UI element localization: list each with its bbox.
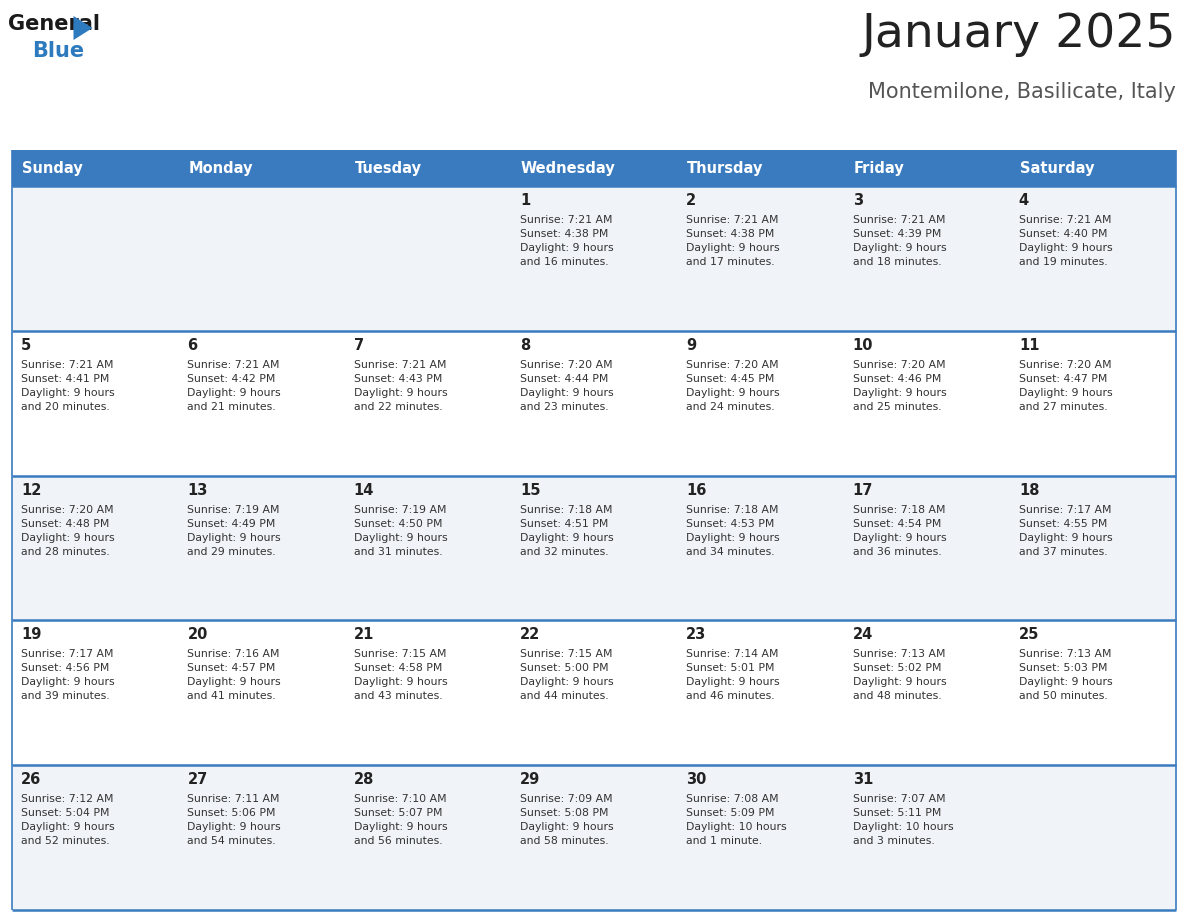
Text: 16: 16 bbox=[687, 483, 707, 498]
Text: Sunrise: 7:21 AM
Sunset: 4:42 PM
Daylight: 9 hours
and 21 minutes.: Sunrise: 7:21 AM Sunset: 4:42 PM Dayligh… bbox=[188, 360, 282, 412]
Text: Blue: Blue bbox=[32, 41, 84, 61]
Text: 4: 4 bbox=[1019, 193, 1029, 208]
Text: Sunrise: 7:07 AM
Sunset: 5:11 PM
Daylight: 10 hours
and 3 minutes.: Sunrise: 7:07 AM Sunset: 5:11 PM Dayligh… bbox=[853, 794, 953, 846]
Text: 9: 9 bbox=[687, 338, 696, 353]
Text: Sunrise: 7:17 AM
Sunset: 4:56 PM
Daylight: 9 hours
and 39 minutes.: Sunrise: 7:17 AM Sunset: 4:56 PM Dayligh… bbox=[21, 649, 115, 701]
Text: Sunrise: 7:13 AM
Sunset: 5:02 PM
Daylight: 9 hours
and 48 minutes.: Sunrise: 7:13 AM Sunset: 5:02 PM Dayligh… bbox=[853, 649, 946, 701]
Text: 23: 23 bbox=[687, 627, 707, 643]
Text: 7: 7 bbox=[354, 338, 364, 353]
Text: Sunrise: 7:19 AM
Sunset: 4:50 PM
Daylight: 9 hours
and 31 minutes.: Sunrise: 7:19 AM Sunset: 4:50 PM Dayligh… bbox=[354, 505, 448, 556]
Bar bbox=[12, 330, 1176, 476]
Text: 29: 29 bbox=[520, 772, 541, 788]
Text: Saturday: Saturday bbox=[1019, 161, 1094, 175]
Text: Sunrise: 7:20 AM
Sunset: 4:44 PM
Daylight: 9 hours
and 23 minutes.: Sunrise: 7:20 AM Sunset: 4:44 PM Dayligh… bbox=[520, 360, 614, 412]
Text: 18: 18 bbox=[1019, 483, 1040, 498]
Text: Sunrise: 7:16 AM
Sunset: 4:57 PM
Daylight: 9 hours
and 41 minutes.: Sunrise: 7:16 AM Sunset: 4:57 PM Dayligh… bbox=[188, 649, 282, 701]
Text: 15: 15 bbox=[520, 483, 541, 498]
Text: 31: 31 bbox=[853, 772, 873, 788]
Bar bbox=[12, 766, 1176, 910]
Text: 6: 6 bbox=[188, 338, 197, 353]
Text: January 2025: January 2025 bbox=[861, 12, 1176, 57]
Text: Sunrise: 7:14 AM
Sunset: 5:01 PM
Daylight: 9 hours
and 46 minutes.: Sunrise: 7:14 AM Sunset: 5:01 PM Dayligh… bbox=[687, 649, 779, 701]
Text: 12: 12 bbox=[21, 483, 42, 498]
Text: 21: 21 bbox=[354, 627, 374, 643]
Text: 11: 11 bbox=[1019, 338, 1040, 353]
Text: 10: 10 bbox=[853, 338, 873, 353]
Text: Sunrise: 7:21 AM
Sunset: 4:38 PM
Daylight: 9 hours
and 16 minutes.: Sunrise: 7:21 AM Sunset: 4:38 PM Dayligh… bbox=[520, 215, 614, 267]
Text: Montemilone, Basilicate, Italy: Montemilone, Basilicate, Italy bbox=[868, 82, 1176, 102]
Text: Sunrise: 7:18 AM
Sunset: 4:51 PM
Daylight: 9 hours
and 32 minutes.: Sunrise: 7:18 AM Sunset: 4:51 PM Dayligh… bbox=[520, 505, 614, 556]
Text: 26: 26 bbox=[21, 772, 42, 788]
Text: Sunrise: 7:08 AM
Sunset: 5:09 PM
Daylight: 10 hours
and 1 minute.: Sunrise: 7:08 AM Sunset: 5:09 PM Dayligh… bbox=[687, 794, 786, 846]
Bar bbox=[12, 476, 1176, 621]
Text: Sunrise: 7:11 AM
Sunset: 5:06 PM
Daylight: 9 hours
and 54 minutes.: Sunrise: 7:11 AM Sunset: 5:06 PM Dayligh… bbox=[188, 794, 282, 846]
Text: Monday: Monday bbox=[188, 161, 253, 175]
Text: 27: 27 bbox=[188, 772, 208, 788]
Text: Sunrise: 7:21 AM
Sunset: 4:40 PM
Daylight: 9 hours
and 19 minutes.: Sunrise: 7:21 AM Sunset: 4:40 PM Dayligh… bbox=[1019, 215, 1112, 267]
Bar bbox=[12, 150, 1176, 186]
Text: Wednesday: Wednesday bbox=[520, 161, 615, 175]
Text: Sunrise: 7:20 AM
Sunset: 4:47 PM
Daylight: 9 hours
and 27 minutes.: Sunrise: 7:20 AM Sunset: 4:47 PM Dayligh… bbox=[1019, 360, 1112, 412]
Text: 17: 17 bbox=[853, 483, 873, 498]
Text: 3: 3 bbox=[853, 193, 862, 208]
Text: Sunrise: 7:10 AM
Sunset: 5:07 PM
Daylight: 9 hours
and 56 minutes.: Sunrise: 7:10 AM Sunset: 5:07 PM Dayligh… bbox=[354, 794, 448, 846]
Text: Sunrise: 7:15 AM
Sunset: 4:58 PM
Daylight: 9 hours
and 43 minutes.: Sunrise: 7:15 AM Sunset: 4:58 PM Dayligh… bbox=[354, 649, 448, 701]
Text: 24: 24 bbox=[853, 627, 873, 643]
Text: 1: 1 bbox=[520, 193, 530, 208]
Text: Sunrise: 7:13 AM
Sunset: 5:03 PM
Daylight: 9 hours
and 50 minutes.: Sunrise: 7:13 AM Sunset: 5:03 PM Dayligh… bbox=[1019, 649, 1112, 701]
Text: Sunrise: 7:18 AM
Sunset: 4:53 PM
Daylight: 9 hours
and 34 minutes.: Sunrise: 7:18 AM Sunset: 4:53 PM Dayligh… bbox=[687, 505, 779, 556]
Text: Thursday: Thursday bbox=[687, 161, 764, 175]
Text: Sunrise: 7:17 AM
Sunset: 4:55 PM
Daylight: 9 hours
and 37 minutes.: Sunrise: 7:17 AM Sunset: 4:55 PM Dayligh… bbox=[1019, 505, 1112, 556]
Text: 8: 8 bbox=[520, 338, 530, 353]
Text: 5: 5 bbox=[21, 338, 31, 353]
Polygon shape bbox=[74, 16, 93, 40]
Text: 14: 14 bbox=[354, 483, 374, 498]
Text: 22: 22 bbox=[520, 627, 541, 643]
Text: Sunday: Sunday bbox=[21, 161, 83, 175]
Text: Tuesday: Tuesday bbox=[354, 161, 422, 175]
Text: Sunrise: 7:19 AM
Sunset: 4:49 PM
Daylight: 9 hours
and 29 minutes.: Sunrise: 7:19 AM Sunset: 4:49 PM Dayligh… bbox=[188, 505, 282, 556]
Text: Sunrise: 7:21 AM
Sunset: 4:38 PM
Daylight: 9 hours
and 17 minutes.: Sunrise: 7:21 AM Sunset: 4:38 PM Dayligh… bbox=[687, 215, 779, 267]
Text: Sunrise: 7:21 AM
Sunset: 4:43 PM
Daylight: 9 hours
and 22 minutes.: Sunrise: 7:21 AM Sunset: 4:43 PM Dayligh… bbox=[354, 360, 448, 412]
Text: 2: 2 bbox=[687, 193, 696, 208]
Bar bbox=[12, 186, 1176, 330]
Text: 25: 25 bbox=[1019, 627, 1040, 643]
Text: Sunrise: 7:20 AM
Sunset: 4:48 PM
Daylight: 9 hours
and 28 minutes.: Sunrise: 7:20 AM Sunset: 4:48 PM Dayligh… bbox=[21, 505, 115, 556]
Text: Sunrise: 7:09 AM
Sunset: 5:08 PM
Daylight: 9 hours
and 58 minutes.: Sunrise: 7:09 AM Sunset: 5:08 PM Dayligh… bbox=[520, 794, 614, 846]
Text: Sunrise: 7:21 AM
Sunset: 4:41 PM
Daylight: 9 hours
and 20 minutes.: Sunrise: 7:21 AM Sunset: 4:41 PM Dayligh… bbox=[21, 360, 115, 412]
Text: Sunrise: 7:18 AM
Sunset: 4:54 PM
Daylight: 9 hours
and 36 minutes.: Sunrise: 7:18 AM Sunset: 4:54 PM Dayligh… bbox=[853, 505, 946, 556]
Text: Sunrise: 7:20 AM
Sunset: 4:46 PM
Daylight: 9 hours
and 25 minutes.: Sunrise: 7:20 AM Sunset: 4:46 PM Dayligh… bbox=[853, 360, 946, 412]
Bar bbox=[12, 621, 1176, 766]
Text: Sunrise: 7:15 AM
Sunset: 5:00 PM
Daylight: 9 hours
and 44 minutes.: Sunrise: 7:15 AM Sunset: 5:00 PM Dayligh… bbox=[520, 649, 614, 701]
Text: 20: 20 bbox=[188, 627, 208, 643]
Text: 30: 30 bbox=[687, 772, 707, 788]
Text: General: General bbox=[8, 14, 100, 34]
Text: Friday: Friday bbox=[853, 161, 904, 175]
Text: 28: 28 bbox=[354, 772, 374, 788]
Text: 13: 13 bbox=[188, 483, 208, 498]
Text: Sunrise: 7:21 AM
Sunset: 4:39 PM
Daylight: 9 hours
and 18 minutes.: Sunrise: 7:21 AM Sunset: 4:39 PM Dayligh… bbox=[853, 215, 946, 267]
Text: 19: 19 bbox=[21, 627, 42, 643]
Text: Sunrise: 7:20 AM
Sunset: 4:45 PM
Daylight: 9 hours
and 24 minutes.: Sunrise: 7:20 AM Sunset: 4:45 PM Dayligh… bbox=[687, 360, 779, 412]
Text: Sunrise: 7:12 AM
Sunset: 5:04 PM
Daylight: 9 hours
and 52 minutes.: Sunrise: 7:12 AM Sunset: 5:04 PM Dayligh… bbox=[21, 794, 115, 846]
